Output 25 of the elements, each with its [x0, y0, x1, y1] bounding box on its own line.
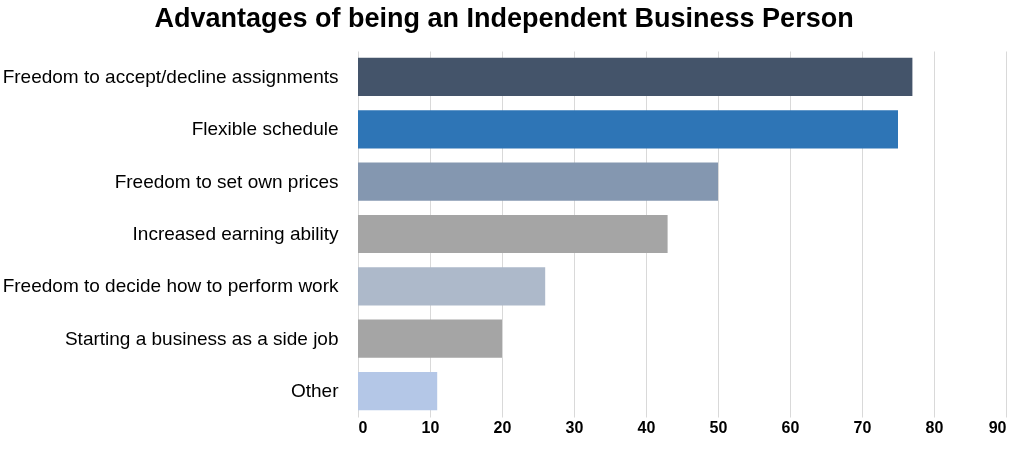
x-tick-label: 0 — [358, 418, 368, 436]
chart-title: Advantages of being an Independent Business Person — [154, 3, 854, 33]
y-tick-label: Flexible schedule — [191, 118, 339, 140]
bar — [358, 162, 718, 201]
bar — [358, 371, 438, 411]
y-tick-label: Starting a business as a side job — [64, 327, 339, 349]
x-tick-label: 90 — [988, 418, 1007, 436]
bar — [358, 267, 546, 306]
x-tick-label: 70 — [853, 418, 872, 436]
x-tick-label: 80 — [925, 418, 944, 436]
x-tick-label: 50 — [709, 418, 728, 436]
y-tick-label: Increased earning ability — [132, 223, 339, 244]
y-tick-label: Other — [290, 380, 340, 402]
bar — [358, 214, 668, 254]
y-tick-label: Freedom to accept/decline assignments — [2, 65, 339, 87]
bar — [358, 110, 898, 149]
bar — [358, 57, 913, 97]
x-tick-label: 10 — [421, 418, 440, 436]
x-tick-label: 30 — [565, 418, 584, 436]
x-tick-label: 20 — [493, 418, 512, 436]
y-tick-label: Freedom to decide how to perform work — [2, 275, 339, 297]
x-tick-label: 40 — [637, 418, 656, 436]
x-tick-label: 60 — [781, 418, 800, 436]
bar — [358, 319, 502, 358]
y-tick-label: Freedom to set own prices — [114, 170, 339, 192]
